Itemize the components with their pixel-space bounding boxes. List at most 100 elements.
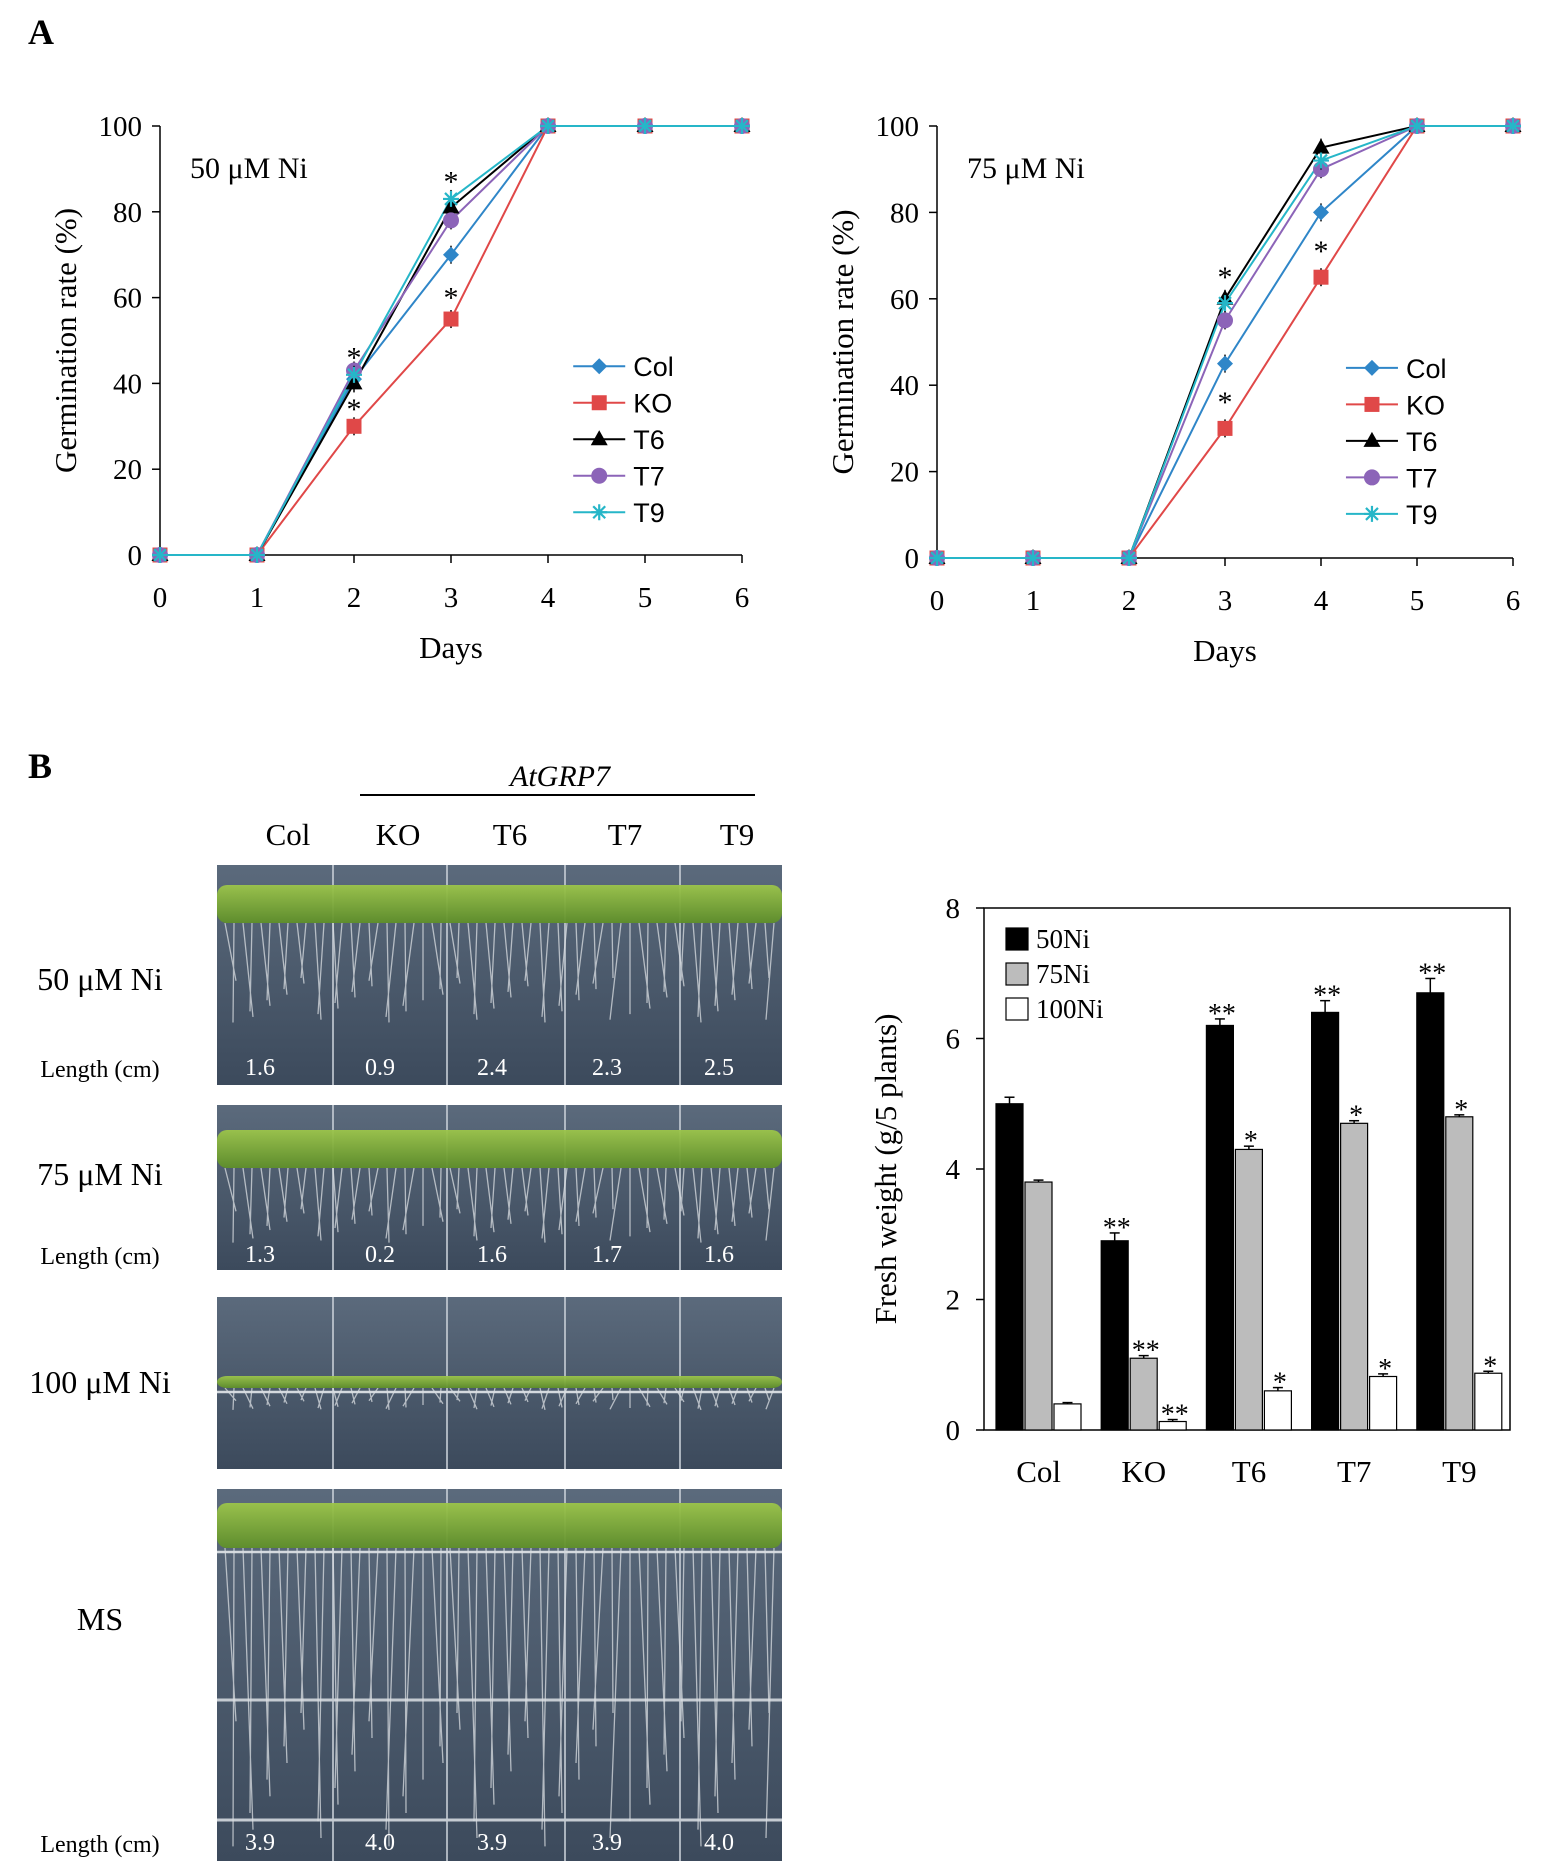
legend-marker-ko (591, 395, 607, 411)
y-tick-label: 0 (905, 543, 920, 575)
significance-mark: * (1349, 1101, 1363, 1132)
legend-label-t6: T6 (633, 425, 665, 455)
y-tick-label: 20 (890, 457, 919, 489)
legend-label-ko: KO (1406, 390, 1445, 420)
seedling-roots (224, 922, 775, 1023)
column-label-col: Col (266, 817, 311, 852)
data-point-t9 (249, 547, 265, 563)
length-value-t6: 1.6 (477, 1242, 507, 1268)
data-point-ko (1217, 420, 1233, 436)
length-label: Length (cm) (40, 1244, 159, 1270)
legend-label-75ni: 75Ni (1036, 959, 1090, 989)
seedling-roots (224, 1547, 775, 1847)
bar-50ni-t9 (1416, 992, 1445, 1431)
significance-mark: * (1218, 261, 1233, 294)
length-value-t6: 3.9 (477, 1830, 507, 1856)
condition-label: 75 μM Ni (967, 152, 1085, 185)
length-value-t9: 1.6 (704, 1242, 734, 1268)
legend-marker-t7 (1363, 469, 1380, 486)
x-tick-label: 3 (1218, 585, 1233, 617)
column-label-ko: KO (376, 817, 421, 852)
length-value-t9: 2.5 (704, 1055, 734, 1081)
length-value-col: 1.6 (245, 1055, 275, 1081)
data-point-col (443, 246, 459, 263)
x-tick-label: 4 (1314, 585, 1329, 617)
data-point-t9 (1121, 550, 1137, 566)
significance-mark: * (1314, 235, 1329, 268)
significance-mark: ** (1103, 1213, 1131, 1244)
gene-label: AtGRP7 (508, 760, 612, 793)
legend-label-ko: KO (633, 389, 672, 419)
data-point-t9 (1409, 118, 1425, 134)
y-axis-title: Germination rate (%) (825, 209, 860, 474)
y-tick-label: 100 (99, 111, 143, 143)
y-tick-label: 40 (113, 368, 142, 400)
data-point-t9 (1217, 295, 1233, 312)
bar-75ni-t6 (1234, 1148, 1264, 1431)
seedling-leaves (217, 1503, 782, 1548)
column-label-t7: T7 (608, 817, 642, 852)
y-tick-label: 40 (890, 370, 919, 402)
column-label-t6: T6 (493, 817, 527, 852)
significance-mark: ** (1418, 958, 1446, 989)
condition-label: 50 μM Ni (190, 152, 308, 185)
y-axis-title: Fresh weight (g/5 plants) (868, 1014, 903, 1325)
significance-mark: * (1378, 1354, 1392, 1385)
length-value-t6: 2.4 (477, 1055, 507, 1081)
legend-marker-col (1363, 359, 1380, 376)
y-tick-label: 8 (946, 893, 961, 925)
data-point-ko (346, 418, 362, 434)
x-tick-label: 1 (250, 582, 265, 614)
legend-label-col: Col (633, 352, 674, 382)
data-point-t9 (346, 366, 362, 383)
significance-mark: * (1483, 1351, 1497, 1382)
bar-75ni-t9 (1445, 1116, 1474, 1431)
data-point-t9 (734, 118, 750, 134)
bar-50ni-ko (1100, 1240, 1129, 1431)
y-tick-label: 100 (876, 111, 920, 143)
significance-mark: ** (1208, 999, 1236, 1030)
y-tick-label: 20 (113, 454, 142, 486)
seedling-roots (224, 1167, 775, 1243)
seedling-leaves (217, 1376, 782, 1388)
length-value-col: 3.9 (245, 1830, 275, 1856)
legend-marker-t9 (1363, 505, 1380, 522)
condition-label: 75 μM Ni (37, 1156, 163, 1192)
data-point-t9 (637, 118, 653, 134)
condition-label: MS (77, 1601, 123, 1637)
data-point-t9 (1025, 550, 1041, 566)
x-axis-title: Days (419, 630, 483, 665)
y-tick-label: 0 (946, 1415, 961, 1447)
photo-row-0: 50 μM Ni Length (cm) 1.6 0.9 2.4 2.3 2.5 (37, 865, 782, 1085)
significance-mark: * (1273, 1368, 1287, 1399)
x-tick-label: 5 (1410, 585, 1425, 617)
category-label: T7 (1337, 1454, 1371, 1489)
length-value-ko: 0.2 (365, 1242, 395, 1268)
bar-100ni-t9 (1474, 1372, 1503, 1431)
seedling-photo-panel: AtGRP7 Col KO T6 T7 T9 50 μM Ni Length (cm) 1.6… (29, 760, 782, 1861)
y-tick-label: 80 (113, 197, 142, 229)
data-point-t9 (443, 190, 459, 207)
legend-label-t9: T9 (633, 498, 665, 528)
data-point-col (1217, 355, 1233, 372)
x-tick-label: 2 (1122, 585, 1137, 617)
legend-marker-t6 (1363, 431, 1381, 447)
significance-mark: * (1454, 1095, 1468, 1126)
bar-50ni-t7 (1310, 1011, 1340, 1431)
photo-row-3: MS Length (cm) 3.9 4.0 3.9 3.9 4.0 (40, 1489, 782, 1861)
y-tick-label: 60 (113, 283, 142, 315)
data-point-t9 (1313, 152, 1329, 169)
photo-row-1: 75 μM Ni Length (cm) 1.3 0.2 1.6 1.7 1.6 (37, 1105, 782, 1270)
category-label: T9 (1442, 1454, 1476, 1489)
significance-mark: ** (1161, 1400, 1189, 1431)
legend-label-col: Col (1406, 354, 1447, 384)
legend-marker-ko (1364, 396, 1380, 412)
category-label: T6 (1232, 1454, 1266, 1489)
data-point-t9 (540, 118, 556, 134)
condition-label: 50 μM Ni (37, 961, 163, 997)
legend-swatch-75ni (1005, 962, 1029, 986)
data-point-ko (443, 311, 459, 327)
significance-mark: * (1244, 1126, 1258, 1157)
bar-50ni-col (995, 1103, 1024, 1431)
